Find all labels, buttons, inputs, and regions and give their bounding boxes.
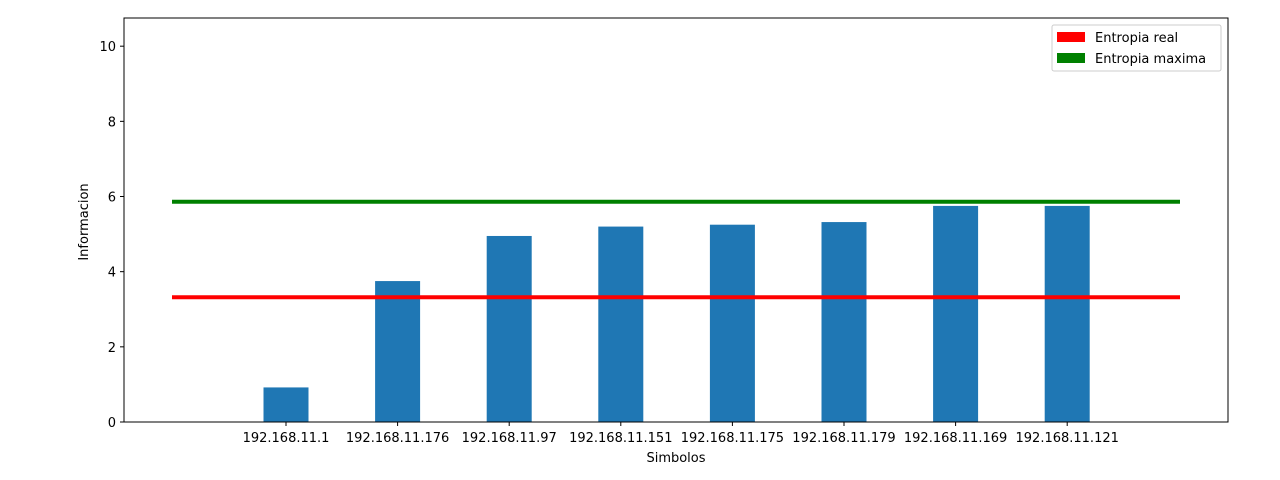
y-axis-label: Informacion (77, 183, 92, 260)
legend-swatch (1057, 53, 1085, 63)
x-axis-ticks: 192.168.11.1 192.168.11.176 192.168.11.97 1… (243, 422, 1119, 446)
plot-frame (123, 17, 1229, 423)
y-tick-label: 4 (108, 266, 116, 281)
legend-label: Entropia maxima (1095, 52, 1206, 67)
y-tick-label: 2 (108, 341, 116, 356)
bar-192.168.11.151 (598, 226, 644, 422)
x-tick-label: 192.168.11.97 (462, 431, 557, 446)
bar-192.168.11.1 (263, 387, 309, 422)
x-tick-label: 192.168.11.1 (243, 431, 330, 446)
x-tick-label: 192.168.11.169 (904, 431, 1007, 446)
legend-label: Entropia real (1095, 31, 1178, 46)
x-tick-label: 192.168.11.176 (346, 431, 449, 446)
bar-192.168.11.169 (933, 205, 979, 422)
x-tick-label: 192.168.11.175 (681, 431, 784, 446)
y-tick-label: 0 (108, 416, 116, 431)
legend: Entropia real Entropia maxima (1051, 24, 1222, 72)
x-tick-label: 192.168.11.179 (792, 431, 895, 446)
x-tick-label: 192.168.11.121 (1016, 431, 1119, 446)
y-tick-label: 6 (108, 191, 116, 206)
bar-192.168.11.175 (709, 224, 755, 422)
bar-192.168.11.176 (375, 281, 421, 422)
bar-192.168.11.121 (1044, 205, 1090, 422)
bar-192.168.11.97 (486, 235, 532, 422)
bar-192.168.11.179 (821, 222, 867, 422)
bars-group (263, 205, 1090, 422)
y-axis-ticks: 0 2 4 6 8 10 (99, 40, 124, 431)
y-tick-label: 8 (108, 115, 116, 130)
reference-lines-group (172, 199, 1180, 300)
x-tick-label: 192.168.11.151 (569, 431, 672, 446)
legend-box (1051, 24, 1222, 72)
legend-swatch (1057, 32, 1085, 42)
x-axis-label: Simbolos (646, 451, 705, 466)
y-tick-label: 10 (99, 40, 116, 55)
